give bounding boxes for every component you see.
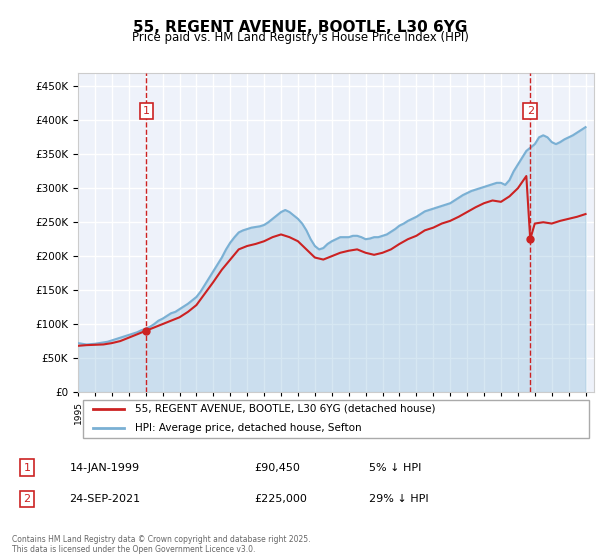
Text: 29% ↓ HPI: 29% ↓ HPI: [369, 494, 429, 504]
Text: 24-SEP-2021: 24-SEP-2021: [70, 494, 141, 504]
Text: 55, REGENT AVENUE, BOOTLE, L30 6YG (detached house): 55, REGENT AVENUE, BOOTLE, L30 6YG (deta…: [135, 404, 435, 414]
Text: 1: 1: [23, 463, 31, 473]
Text: £90,450: £90,450: [254, 463, 300, 473]
Text: 14-JAN-1999: 14-JAN-1999: [70, 463, 140, 473]
Text: HPI: Average price, detached house, Sefton: HPI: Average price, detached house, Seft…: [135, 423, 361, 433]
Text: Contains HM Land Registry data © Crown copyright and database right 2025.
This d: Contains HM Land Registry data © Crown c…: [12, 535, 311, 554]
Text: 55, REGENT AVENUE, BOOTLE, L30 6YG: 55, REGENT AVENUE, BOOTLE, L30 6YG: [133, 20, 467, 35]
Text: Price paid vs. HM Land Registry's House Price Index (HPI): Price paid vs. HM Land Registry's House …: [131, 31, 469, 44]
Text: 5% ↓ HPI: 5% ↓ HPI: [369, 463, 421, 473]
Text: 2: 2: [23, 494, 31, 504]
Text: £225,000: £225,000: [254, 494, 307, 504]
Text: 1: 1: [143, 106, 150, 116]
FancyBboxPatch shape: [83, 400, 589, 437]
Text: 2: 2: [527, 106, 534, 116]
